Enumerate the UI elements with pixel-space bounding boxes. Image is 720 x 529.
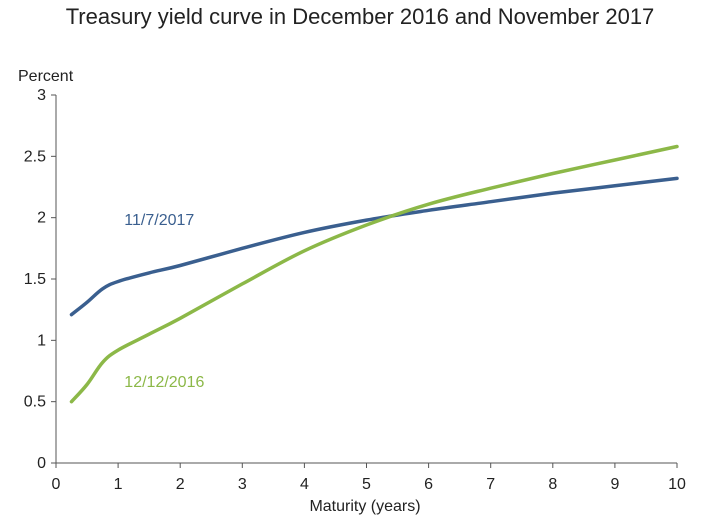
y-tick-label: 0.5 <box>24 394 46 411</box>
series-line-0 <box>69 176 679 317</box>
y-tick-label: 0 <box>37 455 46 472</box>
x-tick-label: 4 <box>300 476 309 493</box>
x-tick-label: 6 <box>424 476 433 493</box>
y-tick-label: 1 <box>37 332 46 349</box>
x-tick-label: 0 <box>52 476 61 493</box>
x-tick-label: 2 <box>176 476 185 493</box>
x-tick-label: 10 <box>668 476 686 493</box>
series-label-1: 12/12/2016 <box>124 374 204 391</box>
y-axis-label: Percent <box>18 68 74 85</box>
x-tick-label: 7 <box>486 476 495 493</box>
series-layer: 11/7/2017 12/12/2016 <box>69 144 679 404</box>
y-tick-label: 1.5 <box>24 271 46 288</box>
y-tick-label: 3 <box>37 87 46 104</box>
x-tick-label: 3 <box>238 476 247 493</box>
x-tick-label: 9 <box>610 476 619 493</box>
series-line-1 <box>69 144 679 404</box>
series-label-0: 11/7/2017 <box>124 212 194 229</box>
chart-title: Treasury yield curve in December 2016 an… <box>65 4 655 29</box>
axes: 0 0.5 1 1.5 2 2.5 3 0 1 2 3 4 5 6 7 8 9 10 <box>24 87 686 493</box>
x-axis-label: Maturity (years) <box>309 498 420 515</box>
x-tick-label: 8 <box>548 476 557 493</box>
y-tick-label: 2.5 <box>24 148 46 165</box>
y-tick-label: 2 <box>37 210 46 227</box>
x-tick-label: 1 <box>114 476 123 493</box>
x-tick-label: 5 <box>362 476 371 493</box>
